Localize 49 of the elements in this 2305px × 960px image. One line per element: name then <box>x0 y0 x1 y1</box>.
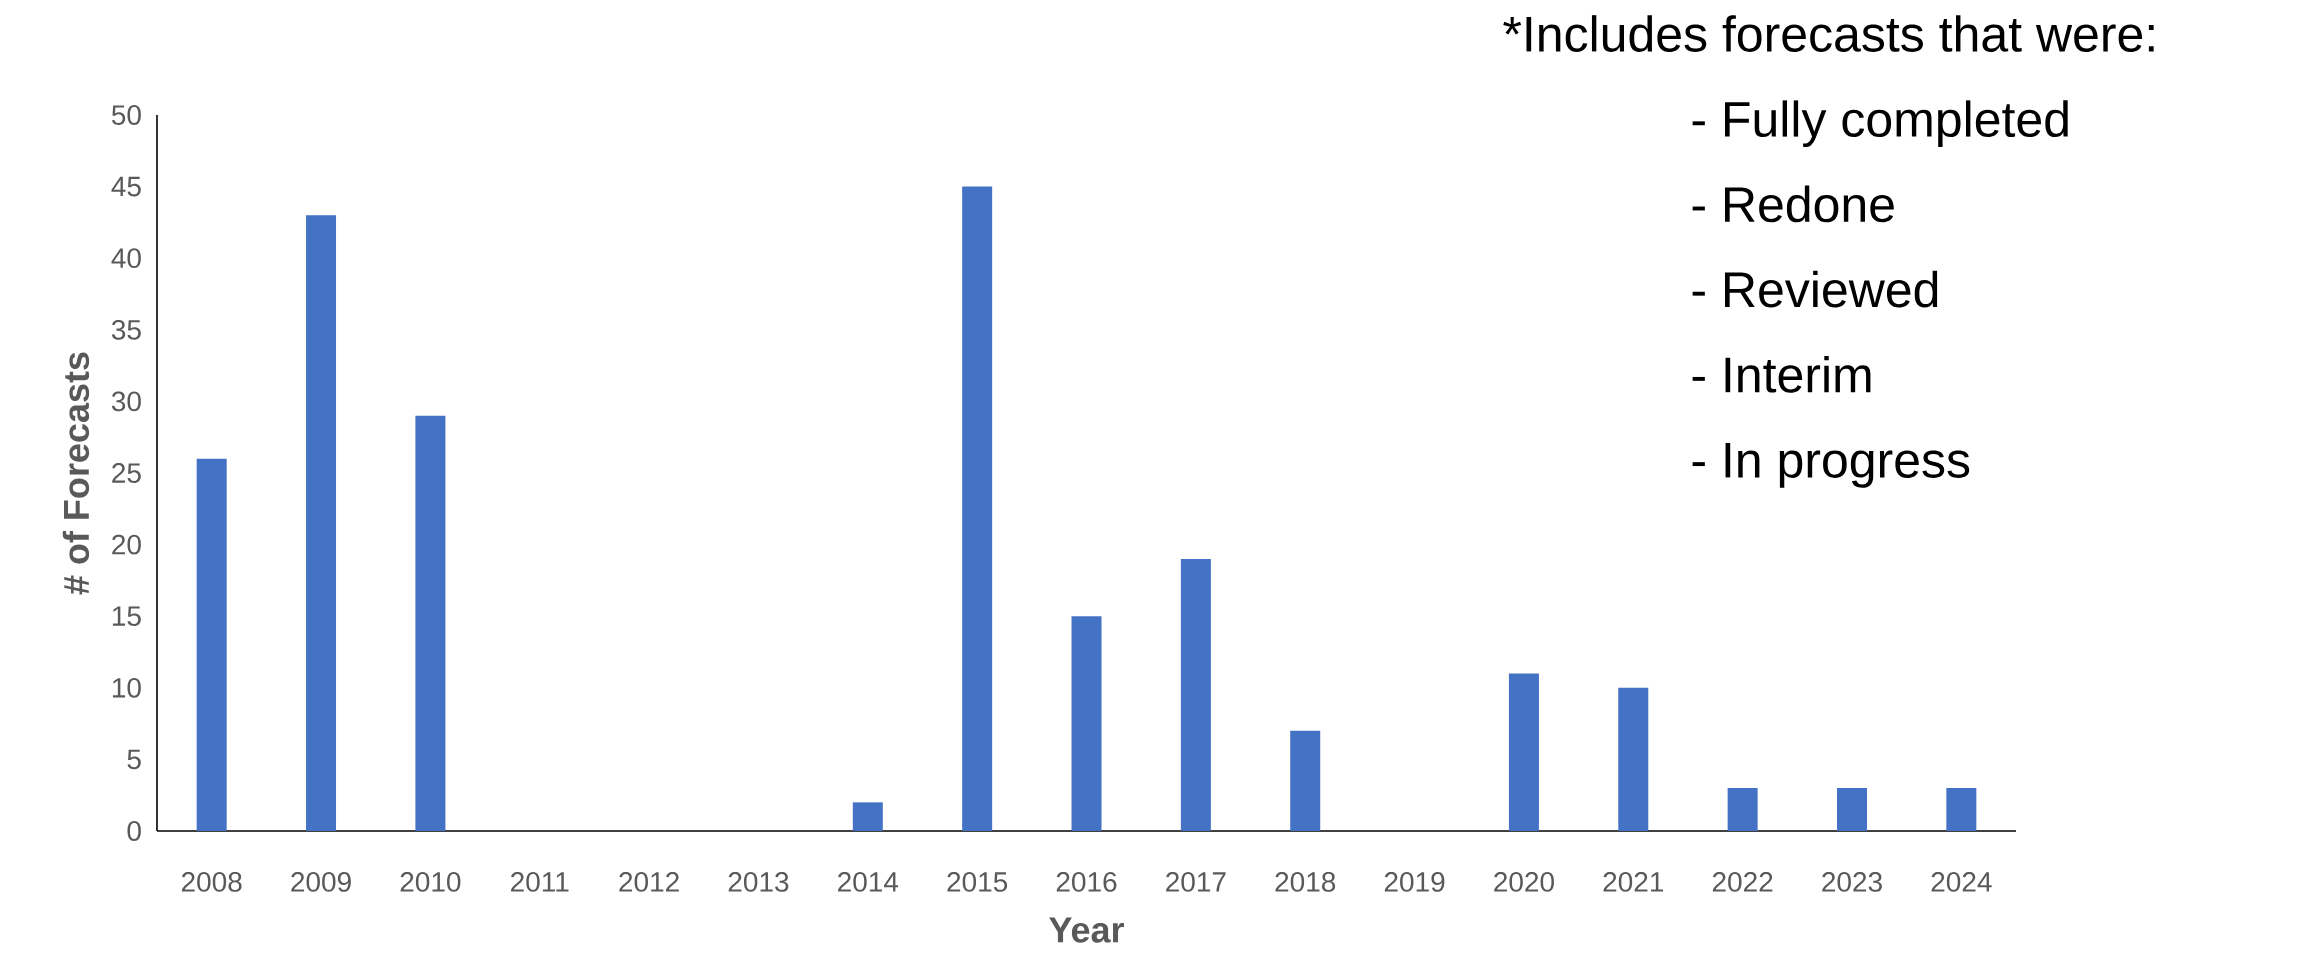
annotation: - Interim <box>1692 355 1871 393</box>
bar <box>852 802 883 831</box>
bar <box>1290 730 1321 831</box>
x-tick-label: 2020 <box>1494 872 1554 892</box>
x-tick-label: 2018 <box>1275 872 1336 892</box>
bar <box>196 458 227 831</box>
annotation: - Redone <box>1692 185 1894 223</box>
bar <box>962 186 993 831</box>
y-tick-label: 5 <box>127 749 141 770</box>
text: *Includes forecasts that were: <box>1503 15 2154 52</box>
x-tick-label: 2021 <box>1603 872 1664 892</box>
x-tick-label: 2011 <box>511 872 569 892</box>
y-tick-label: 0 <box>127 821 141 841</box>
x-tick-label: 2013 <box>728 872 789 892</box>
bar <box>1836 788 1867 831</box>
bar <box>306 215 337 831</box>
x-tick-label: 2019 <box>1384 872 1445 892</box>
x-tick-label: 2022 <box>1712 872 1773 892</box>
bar <box>1508 673 1539 831</box>
y-tick-label: 10 <box>112 677 141 698</box>
y-tick-label: 45 <box>111 176 141 197</box>
annotation: - Fully completed <box>1692 100 2068 147</box>
y-tick-label: 35 <box>111 319 141 340</box>
y-tick-label: 20 <box>112 534 141 555</box>
bar <box>1071 616 1102 831</box>
y-tick-label: 30 <box>111 391 141 412</box>
bar <box>1618 687 1649 831</box>
bar <box>415 415 446 831</box>
y-axis-title: # of Forecasts <box>62 352 90 595</box>
y-tick-label: 15 <box>112 606 141 626</box>
x-tick-label: 2017 <box>1166 872 1226 892</box>
annotation: - Reviewed <box>1692 270 1938 308</box>
bar <box>1727 788 1758 831</box>
x-tick-label: 2014 <box>838 872 899 892</box>
y-tick-label: 25 <box>112 463 141 483</box>
x-tick-label: 2012 <box>619 872 679 892</box>
x-tick-label: 2008 <box>181 872 242 892</box>
x-axis-title: Year <box>1049 917 1125 943</box>
x-tick-label: 2010 <box>400 872 461 892</box>
x-tick-label: 2015 <box>947 872 1008 892</box>
x-tick-label: 2023 <box>1822 872 1882 892</box>
x-tick-label: 2009 <box>291 872 351 892</box>
y-tick-label: 50 <box>111 105 141 125</box>
x-tick-label: 2016 <box>1056 872 1117 892</box>
annotation: - In progress <box>1692 442 1970 488</box>
y-tick-label: 40 <box>111 248 141 269</box>
x-tick-label: 2024 <box>1931 872 1992 892</box>
bar <box>1946 788 1977 831</box>
bar <box>1180 558 1211 831</box>
